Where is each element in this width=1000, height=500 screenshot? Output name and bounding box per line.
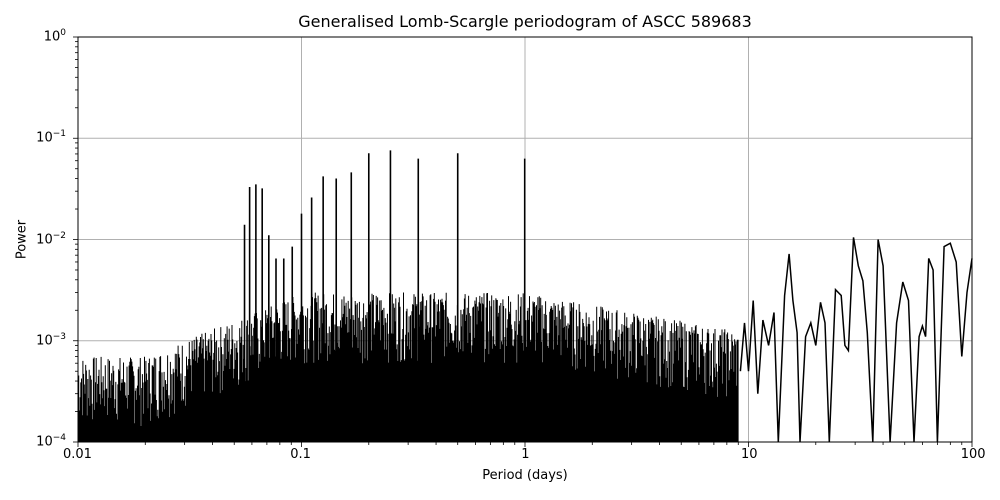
noise-floor-series [77,292,739,442]
plot-frame [77,36,973,443]
peak-series [243,150,526,442]
x-tick-label: 10 [741,447,758,462]
x-tick-label: 0.01 [63,447,92,462]
long-period-curve [739,237,973,443]
x-tick-label: 1 [521,447,530,462]
axis-ticks [73,36,973,447]
y-tick-label: 10−4 [36,433,66,450]
x-tick-label: 0.1 [290,447,311,462]
y-tick-label: 100 [43,28,66,45]
y-tick-label: 10−2 [36,230,66,247]
y-tick-label: 10−1 [36,129,66,146]
x-axis-label: Period (days) [482,468,568,483]
chart-title: Generalised Lomb-Scargle periodogram of … [298,12,752,31]
y-tick-label: 10−3 [36,331,66,349]
x-tick-label: 100 [960,447,986,462]
